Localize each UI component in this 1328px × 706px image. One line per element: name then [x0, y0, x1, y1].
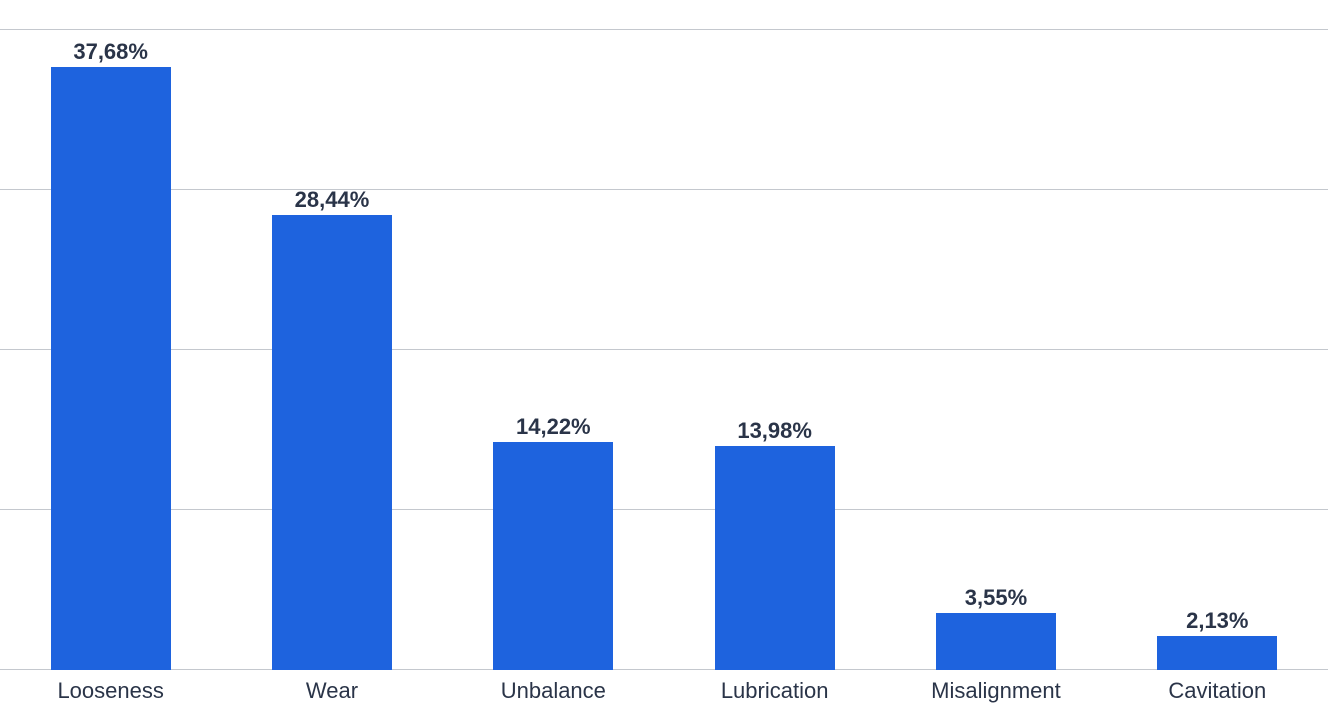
- bars-row: 37,68%28,44%14,22%13,98%3,55%2,13%: [0, 30, 1328, 670]
- category-label: Unbalance: [443, 678, 664, 704]
- category-label: Misalignment: [885, 678, 1106, 704]
- bar-value-label: 28,44%: [295, 187, 370, 213]
- bar-value-label: 37,68%: [73, 39, 148, 65]
- bar-value-label: 2,13%: [1186, 608, 1248, 634]
- category-label: Looseness: [0, 678, 221, 704]
- plot-area: 37,68%28,44%14,22%13,98%3,55%2,13% Loose…: [0, 30, 1328, 670]
- bar: [936, 613, 1056, 670]
- category-label: Lubrication: [664, 678, 885, 704]
- bar-wrapper: 37,68%: [0, 67, 221, 670]
- bar-wrapper: 14,22%: [443, 442, 664, 670]
- bar-value-label: 14,22%: [516, 414, 591, 440]
- bar-chart: 37,68%28,44%14,22%13,98%3,55%2,13% Loose…: [0, 30, 1328, 670]
- bar: [272, 215, 392, 670]
- bar-value-label: 3,55%: [965, 585, 1027, 611]
- bar-wrapper: 3,55%: [885, 613, 1106, 670]
- bar: [1157, 636, 1277, 670]
- bar-wrapper: 28,44%: [221, 215, 442, 670]
- category-label: Wear: [221, 678, 442, 704]
- bar-wrapper: 13,98%: [664, 446, 885, 670]
- bar-value-label: 13,98%: [737, 418, 812, 444]
- x-axis-labels: LoosenessWearUnbalanceLubricationMisalig…: [0, 678, 1328, 704]
- category-label: Cavitation: [1107, 678, 1328, 704]
- bar: [493, 442, 613, 670]
- bar: [715, 446, 835, 670]
- bar: [51, 67, 171, 670]
- bar-wrapper: 2,13%: [1107, 636, 1328, 670]
